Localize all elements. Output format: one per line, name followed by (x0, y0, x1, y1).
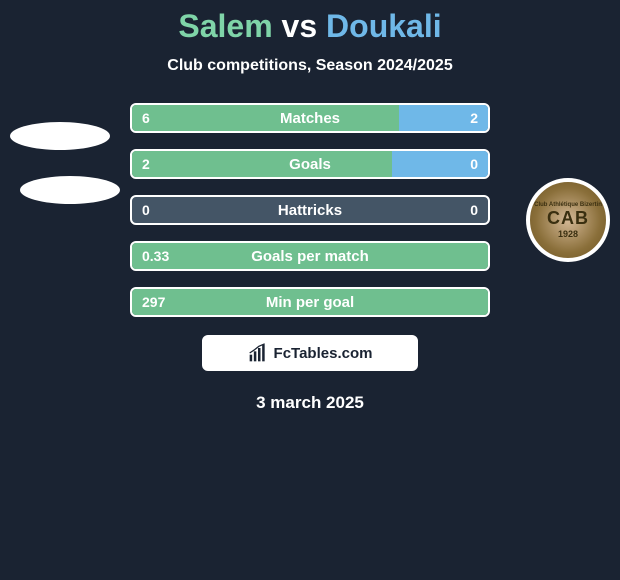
brand-label: FcTables.com (274, 345, 373, 362)
chart-icon (248, 343, 268, 363)
player2-club-crest: Club Athlétique Bizertin CAB 1928 (526, 178, 610, 262)
player1-avatar-placeholder (10, 122, 110, 150)
crest-year: 1928 (558, 229, 578, 239)
stat-row: 297Min per goal (130, 287, 490, 317)
brand-box[interactable]: FcTables.com (202, 335, 418, 371)
stat-row: 6Matches2 (130, 103, 490, 133)
comparison-card: Salem vs Doukali Club competitions, Seas… (0, 0, 620, 413)
stat-row: 0.33Goals per match (130, 241, 490, 271)
stat-value-right: 0 (470, 156, 478, 172)
stat-bars: 6Matches22Goals00Hattricks00.33Goals per… (130, 103, 490, 317)
crest-main: CAB (547, 208, 589, 229)
player1-club-placeholder (20, 176, 120, 204)
stat-value-right: 2 (470, 110, 478, 126)
page-title: Salem vs Doukali (0, 8, 620, 45)
subtitle: Club competitions, Season 2024/2025 (0, 57, 620, 75)
player2-name: Doukali (326, 8, 442, 44)
player1-name: Salem (178, 8, 272, 44)
stat-label: Hattricks (132, 202, 488, 219)
stat-row: 2Goals0 (130, 149, 490, 179)
stat-label: Min per goal (132, 294, 488, 311)
stat-value-right: 0 (470, 202, 478, 218)
date-label: 3 march 2025 (0, 393, 620, 413)
stat-label: Goals per match (132, 248, 488, 265)
vs-label: vs (282, 8, 318, 44)
stat-row: 0Hattricks0 (130, 195, 490, 225)
stat-label: Goals (132, 156, 488, 173)
stat-label: Matches (132, 110, 488, 127)
